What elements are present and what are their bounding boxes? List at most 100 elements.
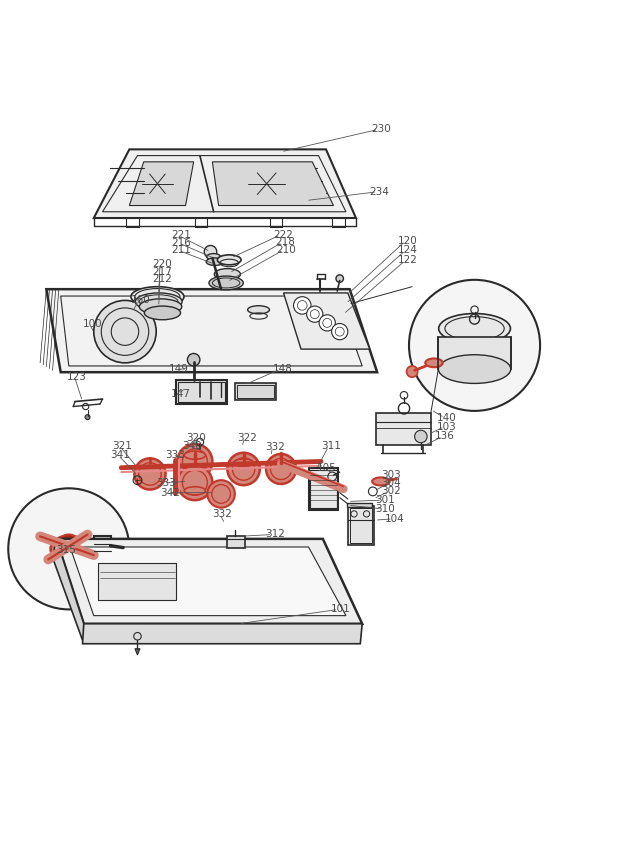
- Text: 103: 103: [437, 421, 457, 432]
- Text: 332: 332: [265, 442, 285, 452]
- Text: 320: 320: [186, 432, 206, 443]
- Text: 120: 120: [398, 236, 418, 246]
- Circle shape: [177, 444, 213, 479]
- Text: 221: 221: [171, 230, 191, 241]
- Text: 333: 333: [156, 478, 176, 488]
- Ellipse shape: [214, 268, 241, 280]
- Text: 303: 303: [381, 470, 401, 480]
- Text: 212: 212: [152, 274, 172, 284]
- Circle shape: [307, 306, 323, 322]
- Ellipse shape: [218, 255, 241, 265]
- Circle shape: [58, 534, 80, 557]
- Circle shape: [409, 280, 540, 411]
- Circle shape: [94, 300, 156, 362]
- Circle shape: [293, 297, 311, 314]
- Polygon shape: [46, 289, 377, 372]
- Polygon shape: [129, 162, 194, 205]
- Bar: [236, 383, 276, 400]
- Circle shape: [208, 480, 235, 507]
- Circle shape: [336, 274, 344, 282]
- Ellipse shape: [209, 276, 243, 290]
- Polygon shape: [94, 149, 356, 218]
- Text: 230: 230: [371, 124, 391, 135]
- Text: 333: 333: [165, 450, 185, 460]
- Ellipse shape: [184, 487, 206, 494]
- Ellipse shape: [248, 306, 270, 314]
- Text: 322: 322: [238, 432, 257, 443]
- Text: 312: 312: [265, 530, 285, 539]
- Bar: [308, 468, 339, 510]
- Bar: [238, 385, 274, 399]
- Circle shape: [8, 488, 129, 609]
- Ellipse shape: [144, 306, 181, 320]
- Text: 160: 160: [131, 295, 151, 306]
- Text: 234: 234: [370, 186, 389, 197]
- Polygon shape: [56, 539, 362, 624]
- Bar: [94, 537, 111, 566]
- Bar: [310, 470, 337, 507]
- Ellipse shape: [207, 254, 221, 260]
- Circle shape: [85, 414, 90, 419]
- Text: 136: 136: [435, 432, 455, 442]
- Text: 105: 105: [317, 463, 336, 473]
- Text: 340: 340: [182, 442, 202, 451]
- Circle shape: [332, 324, 348, 340]
- Text: 123: 123: [67, 372, 87, 381]
- Text: 124: 124: [398, 245, 418, 255]
- Bar: [228, 536, 245, 548]
- Circle shape: [204, 245, 217, 258]
- Ellipse shape: [135, 293, 182, 311]
- Text: 216: 216: [171, 238, 191, 248]
- Ellipse shape: [184, 451, 206, 459]
- Text: 149: 149: [169, 364, 189, 374]
- Bar: [348, 507, 374, 545]
- Text: 217: 217: [152, 267, 172, 277]
- Bar: [376, 413, 431, 445]
- Ellipse shape: [372, 477, 389, 486]
- Circle shape: [319, 315, 335, 331]
- Circle shape: [134, 458, 166, 489]
- Polygon shape: [135, 649, 140, 655]
- Ellipse shape: [51, 536, 87, 562]
- Ellipse shape: [439, 313, 510, 343]
- Circle shape: [266, 454, 296, 484]
- Circle shape: [414, 431, 427, 443]
- Text: 100: 100: [83, 319, 102, 329]
- Ellipse shape: [425, 358, 443, 367]
- Bar: [350, 508, 372, 543]
- Text: 341: 341: [110, 450, 130, 460]
- Text: 222: 222: [273, 230, 293, 240]
- Ellipse shape: [131, 287, 184, 306]
- Bar: [176, 381, 228, 404]
- Ellipse shape: [206, 258, 224, 266]
- Polygon shape: [213, 162, 334, 205]
- Polygon shape: [83, 624, 362, 644]
- Text: 147: 147: [171, 389, 191, 399]
- Text: 301: 301: [375, 495, 394, 505]
- Text: 321: 321: [112, 442, 132, 451]
- Polygon shape: [283, 293, 370, 350]
- Text: 315: 315: [56, 545, 76, 555]
- Text: 220: 220: [152, 259, 172, 269]
- Ellipse shape: [438, 355, 511, 383]
- Text: 218: 218: [275, 237, 295, 248]
- Text: 304: 304: [381, 478, 401, 488]
- Ellipse shape: [234, 459, 253, 467]
- Circle shape: [177, 465, 213, 501]
- Text: 311: 311: [321, 442, 341, 451]
- Circle shape: [406, 366, 418, 377]
- Text: 104: 104: [385, 513, 405, 524]
- Text: 211: 211: [171, 245, 191, 255]
- Text: 101: 101: [331, 604, 350, 614]
- Text: 302: 302: [381, 487, 401, 496]
- Bar: [347, 503, 372, 507]
- Polygon shape: [70, 547, 346, 615]
- Text: 210: 210: [276, 245, 296, 255]
- Text: 342: 342: [161, 488, 181, 498]
- Bar: [178, 382, 226, 402]
- Text: 310: 310: [375, 504, 394, 513]
- Text: 332: 332: [213, 509, 232, 519]
- Bar: [438, 337, 511, 369]
- Text: 148: 148: [273, 364, 293, 374]
- Bar: [98, 563, 176, 600]
